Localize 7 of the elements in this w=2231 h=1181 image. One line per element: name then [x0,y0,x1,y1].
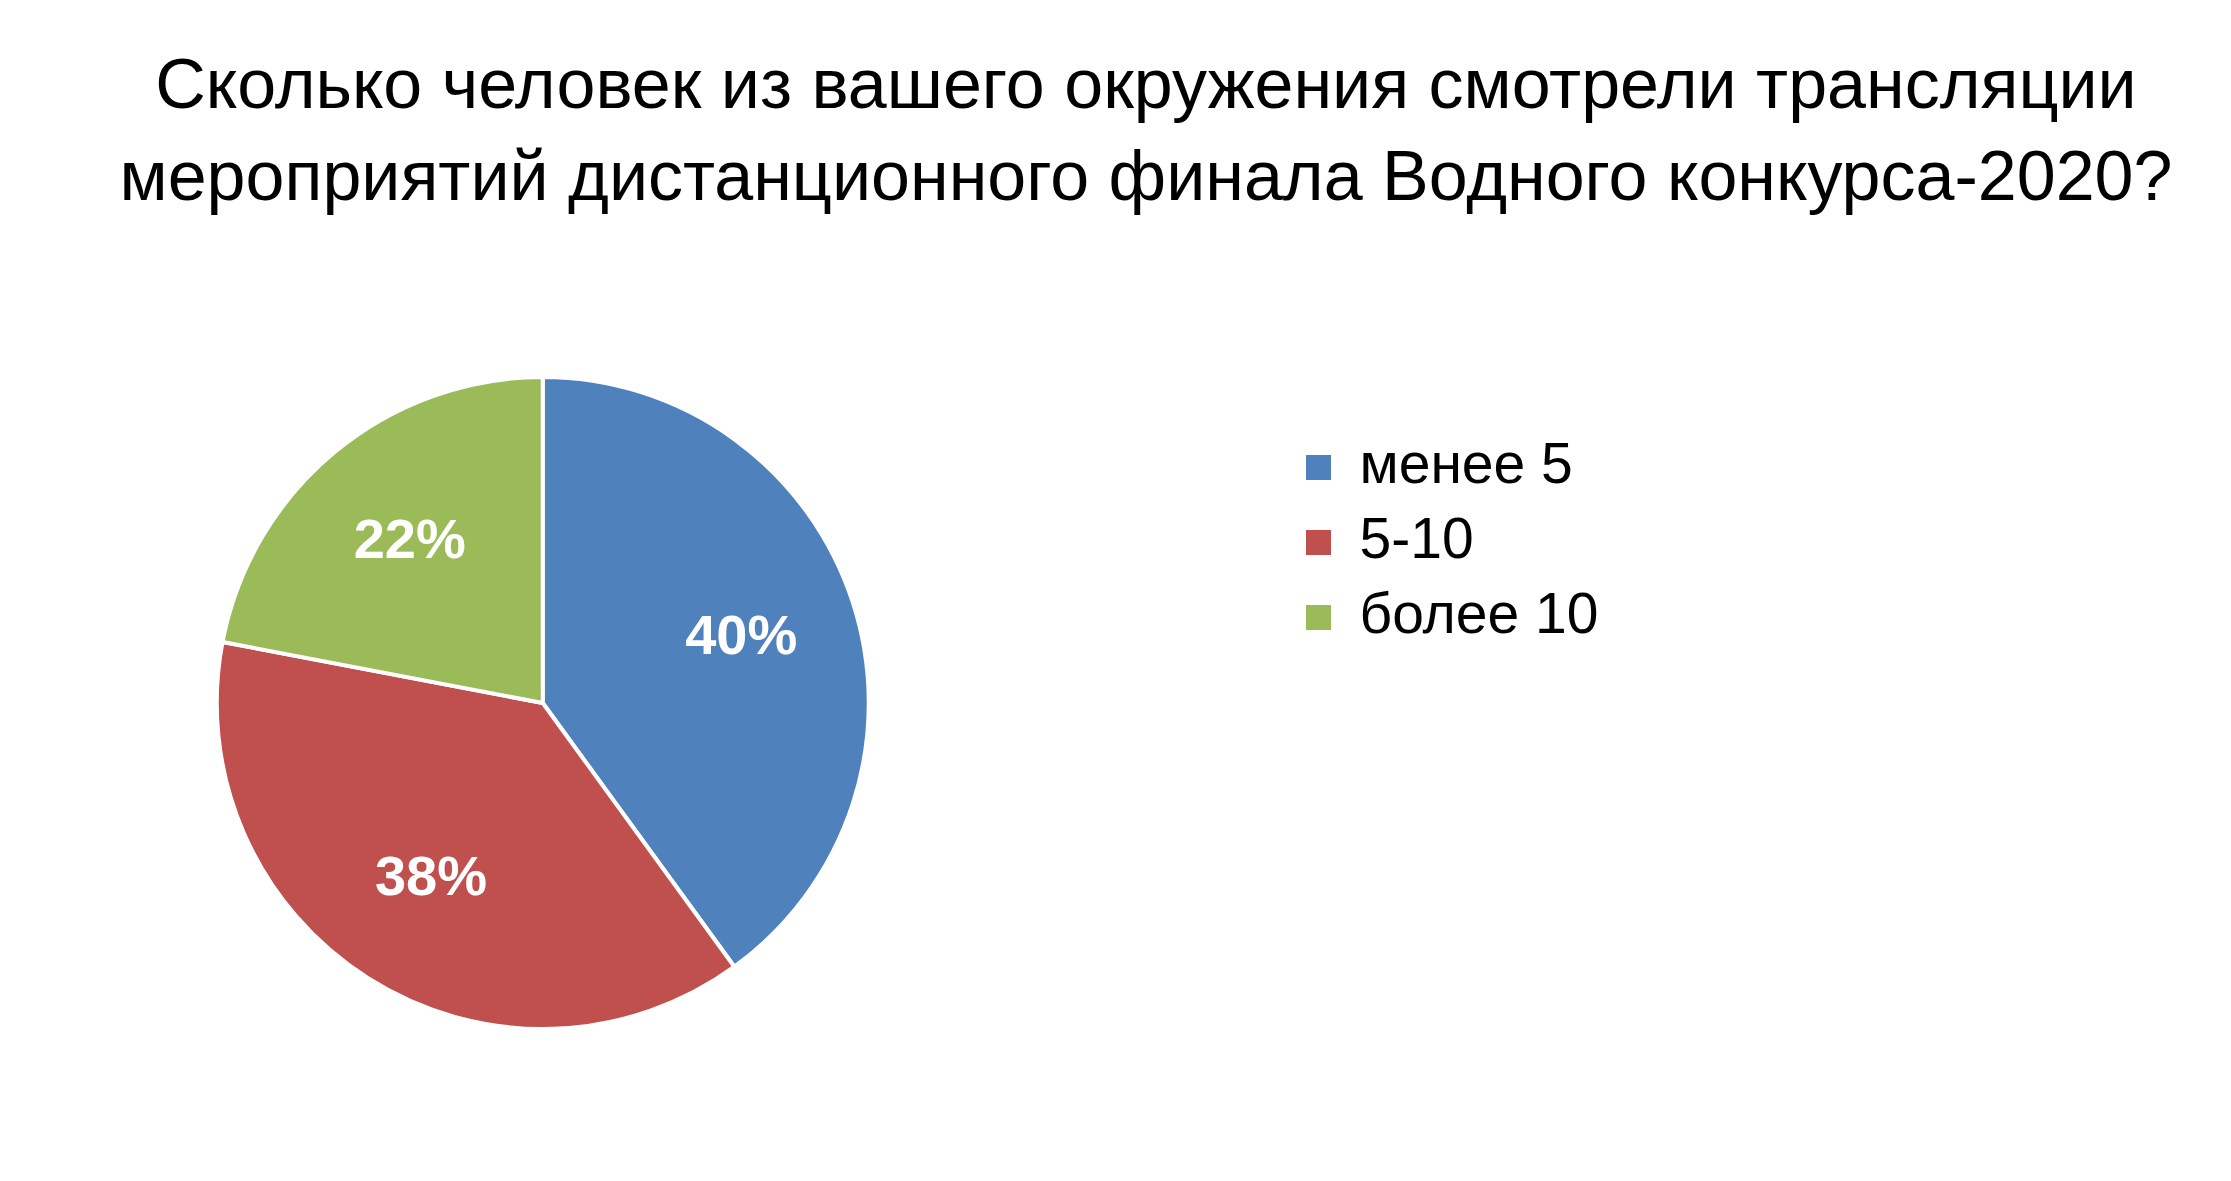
legend-label: менее 5 [1359,431,1573,496]
legend-label: 5-10 [1359,506,1474,571]
legend-label: более 10 [1359,581,1599,646]
data-label: 40% [685,602,798,666]
data-label: 38% [374,843,488,907]
chart-title: Сколько человек из вашего окружения смотрели трансляции мероприятий дистанционного финала Водного конкурса-2020? [118,44,2174,217]
data-label: 22% [353,506,466,570]
